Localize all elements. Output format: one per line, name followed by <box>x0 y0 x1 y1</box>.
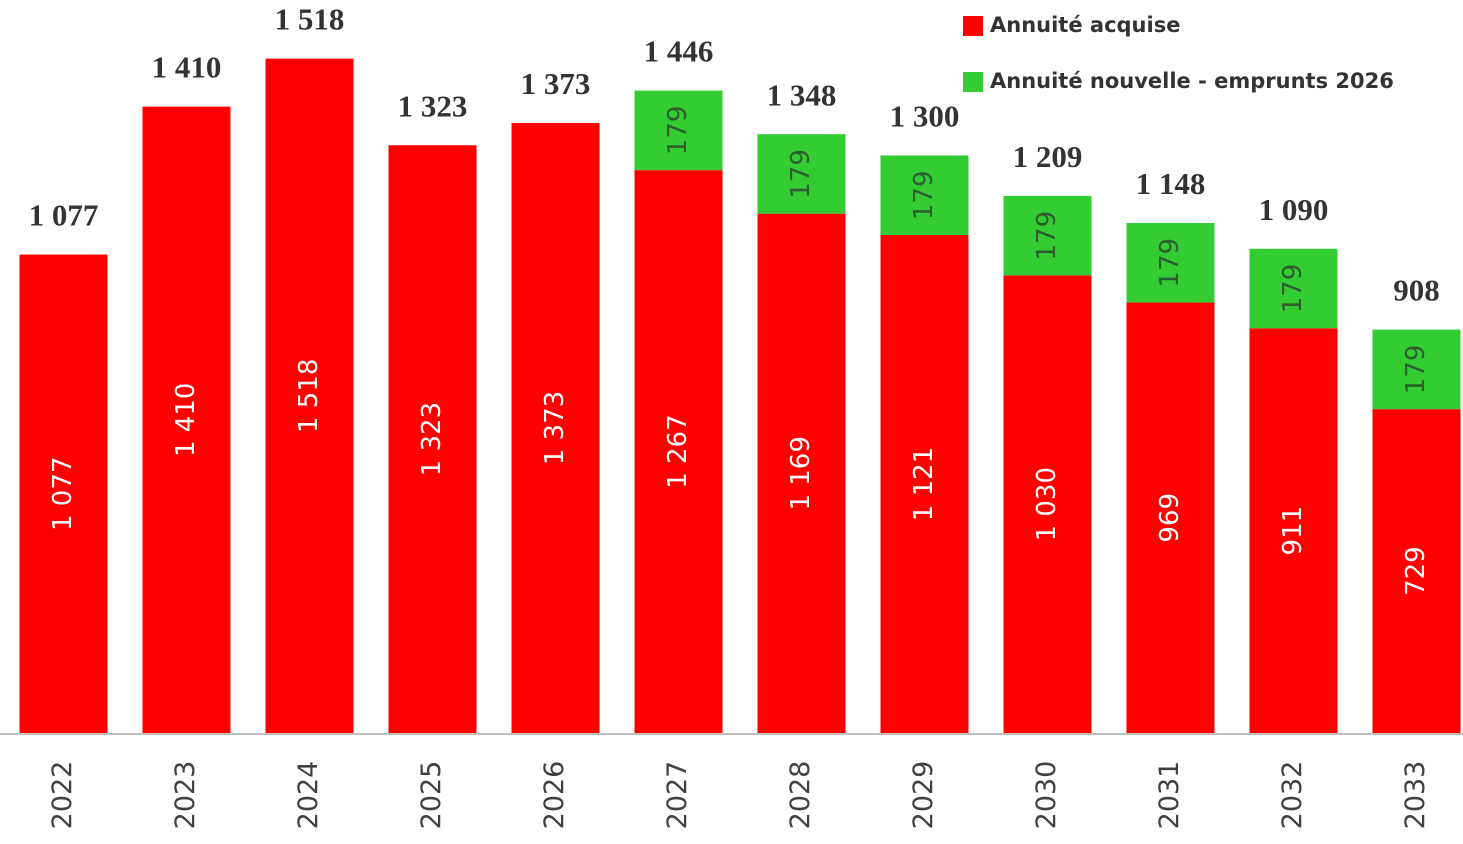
value-label: 1 077 <box>48 457 78 531</box>
bar-segment <box>1372 329 1461 410</box>
x-tick-label: 2025 <box>416 761 447 830</box>
x-tick-label: 2023 <box>170 761 201 830</box>
bar-segment <box>880 155 969 236</box>
value-label: 179 <box>1401 345 1431 395</box>
bar-segment <box>19 254 108 733</box>
value-label: 1 169 <box>786 436 816 510</box>
total-label: 1 373 <box>521 66 591 101</box>
bar-segment <box>511 123 600 733</box>
bar-segment <box>1003 275 1092 733</box>
value-label: 179 <box>786 149 816 199</box>
legend-swatch <box>963 72 983 92</box>
bar-segment <box>388 145 477 733</box>
bar-segment <box>757 134 846 214</box>
total-label: 1 410 <box>152 50 222 85</box>
value-label: 1 518 <box>294 359 324 433</box>
bar-segment <box>880 235 969 733</box>
x-tick-label: 2026 <box>539 761 570 830</box>
x-tick-label: 2031 <box>1154 761 1185 830</box>
value-label: 729 <box>1401 546 1431 596</box>
bar-segment <box>1126 223 1215 303</box>
bar-segment <box>1249 248 1338 329</box>
bar-segment <box>265 58 354 733</box>
bar-segment <box>634 170 723 734</box>
bar-segment <box>634 90 723 171</box>
bar-segment <box>1249 328 1338 733</box>
value-label: 179 <box>1155 238 1185 288</box>
value-label: 1 373 <box>540 391 570 465</box>
total-label: 1 077 <box>29 198 99 233</box>
legend-swatch <box>963 16 983 36</box>
x-tick-label: 2028 <box>785 761 816 830</box>
x-tick-label: 2024 <box>293 761 324 830</box>
value-label: 911 <box>1278 506 1308 556</box>
value-label: 1 323 <box>417 402 447 476</box>
x-tick-label: 2032 <box>1277 761 1308 830</box>
total-label: 1 209 <box>1013 139 1083 174</box>
legend-label: Annuité nouvelle - emprunts 2026 <box>990 69 1394 93</box>
total-label: 1 446 <box>644 34 714 69</box>
value-label: 1 121 <box>909 447 939 521</box>
total-label: 1 323 <box>398 88 468 123</box>
x-tick-label: 2030 <box>1031 761 1062 830</box>
total-label: 1 518 <box>275 2 345 37</box>
bar-segment <box>1372 409 1461 733</box>
value-label: 179 <box>663 106 693 156</box>
value-label: 1 267 <box>663 414 693 488</box>
x-tick-label: 2033 <box>1400 761 1431 830</box>
bar-segment <box>1003 195 1092 276</box>
x-tick-label: 2022 <box>47 761 78 830</box>
total-label: 1 148 <box>1136 166 1206 201</box>
value-label: 179 <box>909 170 939 220</box>
total-label: 1 090 <box>1259 192 1329 227</box>
value-label: 1 030 <box>1032 467 1062 541</box>
value-label: 969 <box>1155 493 1185 543</box>
total-label: 1 348 <box>767 77 837 112</box>
total-label: 908 <box>1393 273 1440 308</box>
x-tick-label: 2029 <box>908 761 939 830</box>
legend-label: Annuité acquise <box>990 13 1180 37</box>
value-label: 179 <box>1278 264 1308 314</box>
bar-segment <box>142 106 231 734</box>
bar-segment <box>757 213 846 733</box>
total-label: 1 300 <box>890 99 960 134</box>
bar-segment <box>1126 302 1215 733</box>
x-tick-label: 2027 <box>662 761 693 830</box>
value-label: 1 410 <box>171 383 201 457</box>
value-label: 179 <box>1032 211 1062 261</box>
